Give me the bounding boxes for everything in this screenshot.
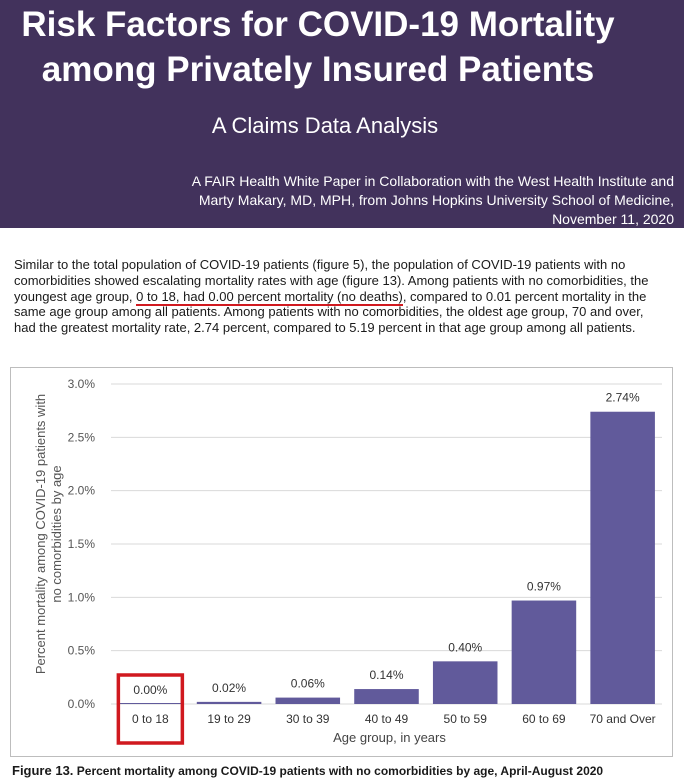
y-axis-title-line-2: no comorbidities by age bbox=[49, 465, 64, 602]
bar-chart: 0.0% 0.5% 1.0% 1.5% 2.0% 2.5% 3.0% 0.00% 0 to 18… bbox=[33, 377, 662, 745]
x-axis-title: Age group, in years bbox=[333, 730, 446, 745]
figure-caption: Figure 13. Percent mortality among COVID… bbox=[12, 763, 680, 778]
y-tick-label: 0.5% bbox=[68, 644, 96, 658]
y-tick-label: 3.0% bbox=[68, 377, 96, 391]
caption-text: Percent mortality among COVID-19 patient… bbox=[76, 764, 604, 778]
bar bbox=[354, 689, 419, 704]
y-tick-label: 1.0% bbox=[68, 590, 96, 604]
publication-date: November 11, 2020 bbox=[552, 211, 674, 227]
page-title: Risk Factors for COVID-19 Mortality amon… bbox=[0, 2, 648, 92]
bar bbox=[118, 703, 183, 704]
data-label: 0.14% bbox=[369, 668, 403, 682]
byline-line-1: A FAIR Health White Paper in Collaborati… bbox=[191, 173, 674, 189]
intro-text-end: , compared to 0.01 percent mortality in … bbox=[14, 288, 647, 336]
bar bbox=[511, 600, 577, 704]
x-tick-label: 60 to 69 bbox=[522, 712, 566, 726]
title-banner: Risk Factors for COVID-19 Mortality amon… bbox=[0, 0, 684, 228]
bar bbox=[275, 697, 341, 704]
highlight-box bbox=[116, 673, 185, 745]
bar bbox=[432, 661, 498, 704]
data-label: 0.00% bbox=[133, 683, 167, 697]
title-line-2: among Privately Insured Patients bbox=[41, 50, 595, 89]
y-tick-label: 2.5% bbox=[68, 430, 96, 444]
intro-text-start: Similar to the total population of COVID… bbox=[14, 257, 649, 304]
x-tick-label: 40 to 49 bbox=[365, 712, 409, 726]
figure-number: Figure 13. bbox=[12, 763, 74, 778]
x-tick-label: 70 and Over bbox=[590, 712, 656, 726]
data-label: 2.74% bbox=[606, 391, 640, 405]
title-line-1: Risk Factors for COVID-19 Mortality bbox=[21, 5, 615, 44]
y-tick-label: 2.0% bbox=[68, 484, 96, 498]
y-axis-title-line-1: Percent mortality among COVID-19 patient… bbox=[33, 394, 48, 674]
byline-line-2: Marty Makary, MD, MPH, from Johns Hopkin… bbox=[198, 192, 674, 208]
intro-paragraph: Similar to the total population of COVID… bbox=[14, 257, 668, 336]
x-tick-label: 50 to 59 bbox=[444, 712, 488, 726]
data-label: 0.40% bbox=[448, 640, 482, 654]
bar bbox=[590, 411, 655, 704]
data-label: 0.97% bbox=[527, 580, 561, 594]
chart-frame: 0.0% 0.5% 1.0% 1.5% 2.0% 2.5% 3.0% 0.00% 0 to 18… bbox=[10, 367, 673, 757]
y-tick-label: 1.5% bbox=[68, 537, 96, 551]
y-tick-label: 0.0% bbox=[68, 697, 96, 711]
bar bbox=[196, 701, 262, 704]
highlighted-text: 0 to 18, had 0.00 percent mortality (no … bbox=[136, 288, 403, 306]
data-label: 0.02% bbox=[212, 681, 246, 695]
x-tick-label: 0 to 18 bbox=[132, 712, 169, 726]
byline: A FAIR Health White Paper in Collaborati… bbox=[94, 172, 674, 228]
data-label: 0.06% bbox=[291, 677, 325, 691]
x-tick-label: 30 to 39 bbox=[286, 712, 330, 726]
page-subtitle: A Claims Data Analysis bbox=[211, 113, 439, 138]
x-tick-label: 19 to 29 bbox=[207, 712, 251, 726]
